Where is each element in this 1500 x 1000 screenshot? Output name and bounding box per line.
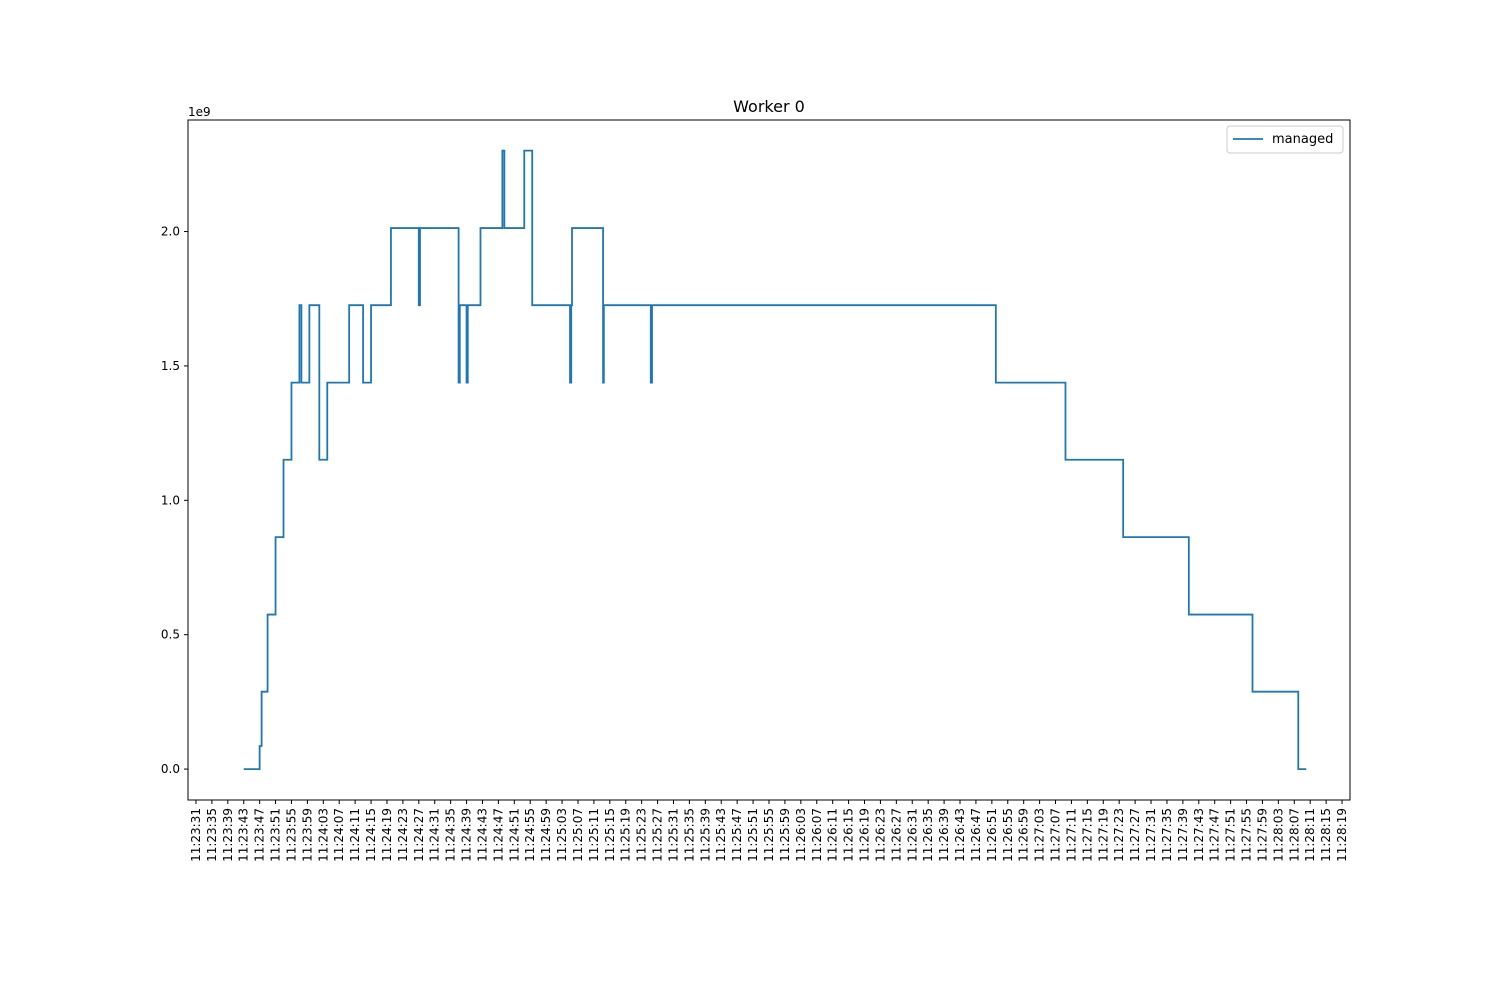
x-tick-label: 11:27:39: [1176, 808, 1190, 862]
x-tick-label: 11:25:07: [571, 808, 585, 862]
x-tick-label: 11:23:31: [189, 808, 203, 862]
x-tick-label: 11:27:43: [1192, 808, 1206, 862]
x-tick-label: 11:25:35: [682, 808, 696, 862]
x-tick-label: 11:28:11: [1303, 808, 1317, 862]
x-tick-label: 11:27:03: [1033, 808, 1047, 862]
x-tick-label: 11:26:47: [969, 808, 983, 862]
x-tick-label: 11:25:31: [666, 808, 680, 862]
x-tick-label: 11:27:23: [1112, 808, 1126, 862]
x-tick-label: 11:28:07: [1287, 808, 1301, 862]
x-tick-label: 11:26:27: [889, 808, 903, 862]
x-tick-label: 11:27:11: [1064, 808, 1078, 862]
x-tick-label: 11:24:39: [460, 808, 474, 862]
x-tick-label: 11:23:51: [269, 808, 283, 862]
chart-title: Worker 0: [733, 97, 805, 116]
series-line-managed: [243, 149, 1307, 770]
x-tick-label: 11:24:15: [364, 808, 378, 862]
y-tick-label: 1.0: [161, 493, 180, 507]
x-tick-label: 11:24:27: [412, 808, 426, 862]
x-tick-label: 11:26:23: [873, 808, 887, 862]
legend: managed: [1226, 125, 1344, 154]
legend-label-managed: managed: [1272, 132, 1333, 147]
x-tick-label: 11:25:39: [698, 808, 712, 862]
x-tick-label: 11:25:11: [587, 808, 601, 862]
x-tick-label: 11:23:35: [205, 808, 219, 862]
x-tick-label: 11:25:43: [714, 808, 728, 862]
y-tick-label: 0.0: [161, 762, 180, 776]
x-tick-label: 11:27:07: [1049, 808, 1063, 862]
x-tick-label: 11:26:19: [858, 808, 872, 862]
x-tick-label: 11:24:47: [491, 808, 505, 862]
x-tick-label: 11:25:55: [762, 808, 776, 862]
x-tick-label: 11:25:19: [619, 808, 633, 862]
x-tick-label: 11:26:59: [1017, 808, 1031, 862]
x-axis-ticks: 11:23:31 11:23:35 11:23:39 11:23:43 11:23:47…: [189, 800, 1349, 862]
x-tick-label: 11:25:27: [651, 808, 665, 862]
x-tick-label: 11:28:03: [1271, 808, 1285, 862]
x-tick-label: 11:24:59: [539, 808, 553, 862]
x-tick-label: 11:25:47: [730, 808, 744, 862]
x-tick-label: 11:27:55: [1240, 808, 1254, 862]
x-tick-label: 11:27:31: [1144, 808, 1158, 862]
x-tick-label: 11:27:47: [1208, 808, 1222, 862]
legend-box: [1226, 125, 1344, 154]
x-tick-label: 11:27:51: [1224, 808, 1238, 862]
x-tick-label: 11:27:15: [1080, 808, 1094, 862]
x-tick-label: 11:24:11: [348, 808, 362, 862]
y-axis-ticks: 0.0 0.5 1.0 1.5 2.0: [161, 225, 188, 776]
x-tick-label: 11:25:51: [746, 808, 760, 862]
x-tick-label: 11:26:11: [826, 808, 840, 862]
x-tick-label: 11:24:43: [475, 808, 489, 862]
x-tick-label: 11:25:59: [778, 808, 792, 862]
x-tick-label: 11:23:59: [300, 808, 314, 862]
x-tick-label: 11:28:15: [1319, 808, 1333, 862]
y-axis-offset-label: 1e9: [188, 105, 211, 119]
x-tick-label: 11:24:55: [523, 808, 537, 862]
y-tick-label: 1.5: [161, 359, 180, 373]
x-tick-label: 11:23:55: [284, 808, 298, 862]
x-tick-label: 11:26:31: [905, 808, 919, 862]
x-tick-label: 11:28:19: [1335, 808, 1349, 862]
x-tick-label: 11:24:07: [332, 808, 346, 862]
x-tick-label: 11:24:31: [428, 808, 442, 862]
x-tick-label: 11:26:07: [810, 808, 824, 862]
x-tick-label: 11:24:51: [507, 808, 521, 862]
x-tick-label: 11:25:03: [555, 808, 569, 862]
x-tick-label: 11:27:59: [1255, 808, 1269, 862]
y-tick-label: 0.5: [161, 628, 180, 642]
x-tick-label: 11:25:23: [635, 808, 649, 862]
x-tick-label: 11:26:43: [953, 808, 967, 862]
x-tick-label: 11:23:47: [253, 808, 267, 862]
x-tick-label: 11:26:15: [842, 808, 856, 862]
x-tick-label: 11:23:39: [221, 808, 235, 862]
x-tick-label: 11:26:51: [985, 808, 999, 862]
x-tick-label: 11:24:19: [380, 808, 394, 862]
y-tick-label: 2.0: [161, 225, 180, 239]
x-tick-label: 11:26:39: [937, 808, 951, 862]
x-tick-label: 11:25:15: [603, 808, 617, 862]
x-tick-label: 11:27:27: [1128, 808, 1142, 862]
x-tick-label: 11:26:55: [1001, 808, 1015, 862]
x-tick-label: 11:24:03: [316, 808, 330, 862]
x-tick-label: 11:26:03: [794, 808, 808, 862]
x-tick-label: 11:24:35: [444, 808, 458, 862]
x-tick-label: 11:24:23: [396, 808, 410, 862]
x-tick-label: 11:23:43: [237, 808, 251, 862]
axes-frame: [187, 119, 1351, 801]
x-tick-label: 11:27:19: [1096, 808, 1110, 862]
plot-area: [243, 149, 1307, 770]
x-tick-label: 11:27:35: [1160, 808, 1174, 862]
x-tick-label: 11:26:35: [921, 808, 935, 862]
